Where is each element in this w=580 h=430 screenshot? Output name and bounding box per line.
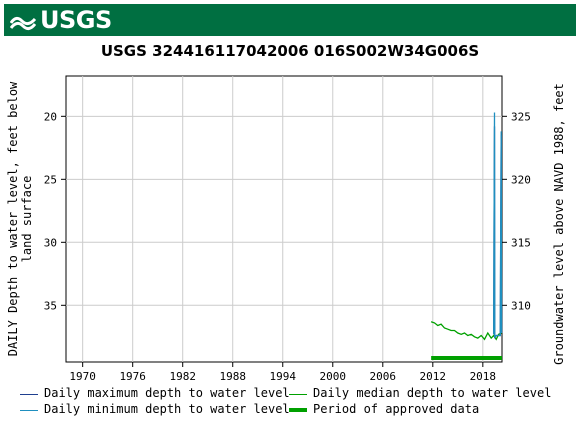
x-tick-label: 1970: [69, 370, 96, 383]
legend-label-max: Daily maximum depth to water level: [44, 386, 290, 400]
right-axis-label: Groundwater level above NAVD 1988, feet: [552, 83, 566, 365]
usgs-banner: USGS: [4, 4, 576, 36]
x-tick-label: 2006: [370, 370, 397, 383]
x-tick-label: 1982: [169, 370, 196, 383]
series-line-median: [430, 321, 502, 341]
left-y-tick-label: 25: [44, 173, 57, 186]
legend: Daily maximum depth to water level Daily…: [16, 386, 576, 422]
right-y-tick-label: 325: [511, 110, 531, 123]
right-y-tick-label: 315: [511, 236, 531, 249]
right-y-axis-ticks: 325 320 315 310: [502, 110, 531, 312]
data-series: [430, 112, 503, 360]
left-y-tick-label: 20: [44, 110, 57, 123]
usgs-logo-icon: [10, 16, 36, 31]
right-y-tick-label: 310: [511, 299, 531, 312]
x-tick-label: 1988: [219, 370, 246, 383]
legend-swatch-max: [20, 394, 38, 395]
usgs-logo-text: USGS: [40, 6, 112, 34]
x-tick-label: 2012: [420, 370, 447, 383]
grid-lines: [66, 76, 502, 362]
x-axis-ticks: 1970 1976 1982 1988 1994 2000 2006 2012 2018: [69, 362, 496, 383]
x-tick-label: 1976: [119, 370, 146, 383]
right-y-tick-label: 320: [511, 173, 531, 186]
left-y-tick-label: 35: [44, 299, 57, 312]
left-axis-label-line1: DAILY Depth to water level, feet below: [6, 81, 20, 356]
x-tick-label: 2000: [320, 370, 347, 383]
legend-swatch-min: [20, 410, 38, 411]
plot-area: [65, 75, 503, 363]
left-axis-label-line2: land surface: [20, 176, 34, 263]
legend-label-median: Daily median depth to water level: [313, 386, 552, 400]
series-line-min: [493, 112, 503, 339]
left-y-tick-label: 30: [44, 236, 57, 249]
left-y-axis-ticks: 20 25 30 35: [44, 110, 66, 312]
x-tick-label: 2018: [470, 370, 497, 383]
legend-swatch-median: [289, 394, 307, 395]
legend-label-period: Period of approved data: [313, 402, 480, 416]
legend-swatch-period: [289, 408, 307, 412]
chart-title: USGS 324416117042006 016S002W34G006S: [100, 42, 480, 60]
x-tick-label: 1994: [269, 370, 296, 383]
legend-label-min: Daily minimum depth to water level: [44, 402, 290, 416]
